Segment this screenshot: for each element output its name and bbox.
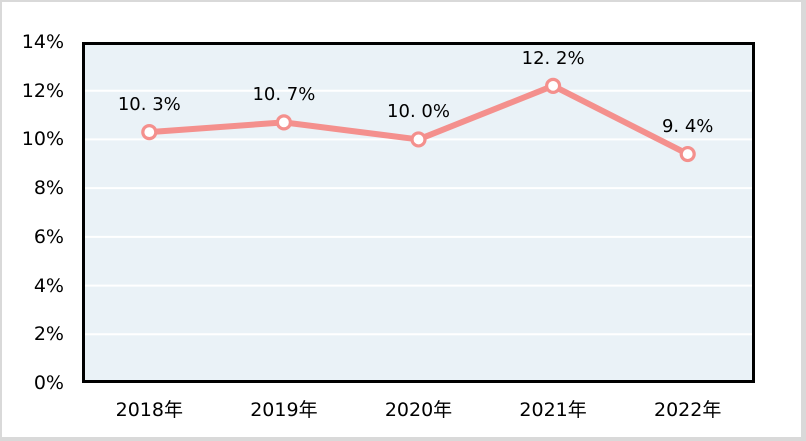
data-point-label: 10. 0% [387, 101, 450, 123]
data-point-marker [275, 114, 292, 131]
x-tick-label: 2022年 [654, 399, 722, 421]
y-tick-label: 12% [21, 79, 64, 102]
y-tick-label: 6% [33, 225, 64, 248]
data-point-label: 10. 3% [117, 94, 181, 116]
x-tick-label: 2021年 [519, 399, 587, 421]
y-tick-label: 10% [21, 128, 64, 151]
data-point-marker [679, 145, 696, 163]
data-point-label: 9. 4% [661, 116, 714, 138]
x-tick-label: 2019年 [250, 399, 318, 421]
data-point-label: 12. 2% [521, 47, 585, 69]
plot-background [82, 42, 755, 383]
data-point-marker [410, 131, 427, 148]
y-tick-label: 14% [21, 31, 64, 53]
window-edge-bottom [0, 437, 806, 441]
x-tick-label: 2018年 [115, 399, 183, 421]
data-point-marker [545, 77, 562, 94]
window-edge-left [0, 0, 2, 441]
data-point-marker [141, 124, 158, 141]
window-edge-right [801, 0, 806, 441]
plot-area [82, 42, 755, 383]
y-tick-label: 4% [33, 274, 64, 297]
window-edge-top [0, 0, 806, 2]
y-tick-label: 2% [33, 323, 64, 346]
axis-frame [82, 42, 755, 383]
data-point-label: 10. 7% [252, 84, 316, 106]
y-tick-label: 0% [33, 372, 64, 394]
y-tick-label: 8% [33, 177, 64, 200]
x-tick-label: 2020年 [384, 399, 453, 421]
